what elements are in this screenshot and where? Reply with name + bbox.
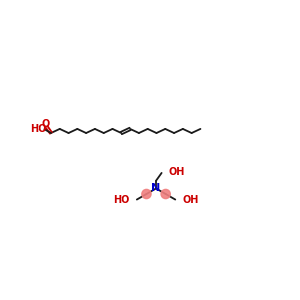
Circle shape <box>161 189 170 199</box>
Text: HO: HO <box>114 195 130 205</box>
Circle shape <box>142 189 151 199</box>
Text: O: O <box>42 118 50 129</box>
Text: N: N <box>152 184 161 194</box>
Text: OH: OH <box>169 167 185 177</box>
Text: OH: OH <box>182 195 199 205</box>
Text: HO: HO <box>30 124 46 134</box>
